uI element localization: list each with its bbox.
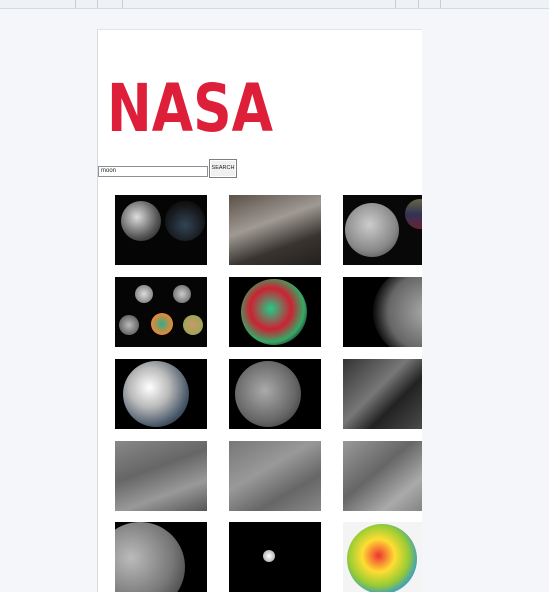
image-thumbnail[interactable]: [229, 522, 321, 592]
toolbar-divider: [418, 0, 419, 8]
logo-text: NASA: [107, 76, 273, 138]
thumbnail-shape: [183, 315, 203, 335]
image-thumbnail[interactable]: [229, 359, 321, 429]
image-thumbnail[interactable]: [115, 522, 207, 592]
image-thumbnail[interactable]: [343, 277, 422, 347]
browser-toolbar: [0, 0, 549, 9]
content-panel: NASA moon SEARCH: [97, 29, 422, 592]
image-thumbnail[interactable]: [229, 277, 321, 347]
toolbar-divider: [97, 0, 98, 8]
image-thumbnail[interactable]: [229, 441, 321, 511]
thumbnail-shape: [263, 550, 275, 562]
image-thumbnail[interactable]: [343, 441, 422, 511]
nasa-logo[interactable]: NASA: [107, 76, 277, 138]
image-thumbnail[interactable]: [343, 195, 422, 265]
thumbnail-shape: [373, 277, 422, 347]
image-thumbnail[interactable]: [115, 195, 207, 265]
thumbnail-shape: [119, 315, 139, 335]
image-thumbnail[interactable]: [229, 195, 321, 265]
thumbnail-shape: [235, 361, 301, 427]
thumbnail-shape: [135, 285, 153, 303]
toolbar-divider: [395, 0, 396, 8]
thumbnail-shape: [241, 279, 307, 345]
thumbnail-shape: [405, 199, 422, 229]
toolbar-divider: [440, 0, 441, 8]
thumbnail-shape: [345, 203, 399, 257]
search-button[interactable]: SEARCH: [209, 159, 237, 178]
image-thumbnail[interactable]: [343, 522, 422, 592]
thumbnail-shape: [151, 313, 173, 335]
toolbar-divider: [75, 0, 76, 8]
thumbnail-shape: [121, 201, 161, 241]
toolbar-divider: [122, 0, 123, 8]
image-thumbnail[interactable]: [343, 359, 422, 429]
image-thumbnail[interactable]: [115, 359, 207, 429]
thumbnail-shape: [115, 522, 185, 592]
thumbnail-shape: [123, 361, 189, 427]
image-thumbnail[interactable]: [115, 441, 207, 511]
thumbnail-shape: [173, 285, 191, 303]
thumbnail-shape: [347, 524, 417, 592]
image-thumbnail[interactable]: [115, 277, 207, 347]
thumbnail-shape: [165, 201, 205, 241]
search-input[interactable]: moon: [98, 166, 208, 177]
